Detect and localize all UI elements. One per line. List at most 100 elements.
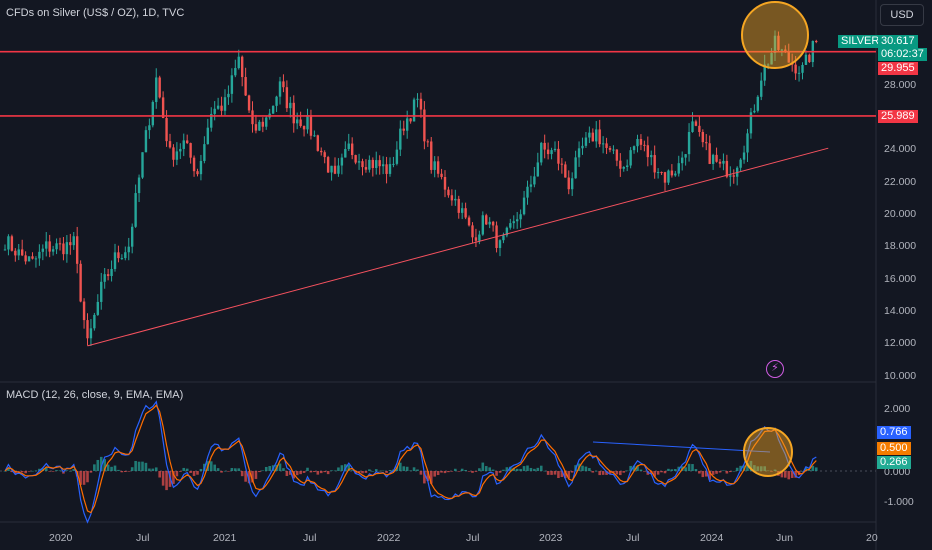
candle-body xyxy=(656,172,660,174)
macd-histogram-bar xyxy=(192,471,196,476)
macd-histogram-bar xyxy=(474,471,478,472)
macd-histogram-bar xyxy=(546,471,550,475)
macd-histogram-bar xyxy=(412,467,416,471)
macd-histogram-bar xyxy=(158,471,161,478)
candle-body xyxy=(306,115,309,130)
currency-button[interactable]: USD xyxy=(880,4,924,26)
macd-histogram-bar xyxy=(354,471,357,474)
macd-histogram-bar xyxy=(27,471,31,472)
macd-histogram-bar xyxy=(804,467,808,471)
macd-histogram-bar xyxy=(536,467,540,471)
candle-body xyxy=(605,143,608,148)
candle-body xyxy=(333,165,337,174)
candle-body xyxy=(368,159,371,170)
candle-body xyxy=(557,148,560,164)
candle-body xyxy=(481,215,485,235)
candle-body xyxy=(354,155,357,163)
macd-histogram-bar xyxy=(739,465,742,471)
macd-histogram-bar xyxy=(447,471,450,473)
candle-body xyxy=(718,161,722,164)
macd-histogram-bar xyxy=(749,460,753,471)
candle-body xyxy=(574,157,577,179)
candle-body xyxy=(794,64,797,74)
chart-title: CFDs on Silver (US$ / OZ), 1D, TVC xyxy=(6,7,185,19)
candle-body xyxy=(75,236,79,264)
macd-histogram-bar xyxy=(137,461,141,471)
macd-histogram-bar xyxy=(313,471,316,473)
macd-histogram-bar xyxy=(357,471,361,473)
candle-body xyxy=(433,161,436,170)
macd-histogram-bar xyxy=(457,471,461,472)
price-tick: 14.000 xyxy=(884,305,917,317)
macd-histogram-bar xyxy=(505,467,509,471)
candle-body xyxy=(440,173,443,177)
candle-body xyxy=(460,208,464,213)
candle-body xyxy=(124,252,127,259)
macd-histogram-bar xyxy=(605,471,608,475)
candle-body xyxy=(127,246,130,253)
candle-body xyxy=(567,177,570,190)
countdown-tag: 06:02:37 xyxy=(878,48,927,61)
macd-tick: -1.000 xyxy=(884,496,914,508)
macd-histogram-bar xyxy=(227,471,230,472)
candle-body xyxy=(515,219,519,222)
macd-histogram-bar xyxy=(38,468,41,471)
macd-histogram-bar xyxy=(684,467,687,471)
candle-body xyxy=(650,155,653,158)
candle-body xyxy=(729,175,732,177)
macd-histogram-bar xyxy=(594,470,598,472)
price-tick: 20.000 xyxy=(884,208,917,220)
candle-body xyxy=(38,251,41,259)
candle-body xyxy=(797,72,801,74)
candle-body xyxy=(591,132,595,142)
macd-histogram-bar xyxy=(17,471,21,472)
candle-body xyxy=(72,236,75,246)
candle-body xyxy=(711,154,715,164)
time-tick: Jul xyxy=(466,532,480,544)
macd-histogram-bar xyxy=(484,466,488,471)
candle-body xyxy=(182,140,185,149)
macd-histogram-bar xyxy=(213,464,216,471)
support-trendline xyxy=(87,147,829,347)
candle-body xyxy=(289,102,292,109)
candle-body xyxy=(58,243,62,245)
lightning-icon[interactable]: ⚡ xyxy=(766,360,784,378)
macd-histogram-bar xyxy=(330,470,333,471)
macd-histogram-bar xyxy=(515,468,519,471)
macd-histogram-bar xyxy=(347,464,351,471)
macd-histogram-bar xyxy=(811,465,815,471)
candle-body xyxy=(715,154,718,162)
candle-body xyxy=(151,102,155,126)
candle-body xyxy=(423,109,426,142)
candle-body xyxy=(385,164,388,174)
macd-histogram-bar xyxy=(44,467,48,471)
candle-body xyxy=(581,145,584,149)
highlight-circle-macd xyxy=(743,427,793,477)
price-tick: 10.000 xyxy=(884,370,917,382)
candle-body xyxy=(405,118,409,131)
macd-histogram-bar xyxy=(96,459,100,471)
macd-histogram-bar xyxy=(735,467,739,471)
candle-body xyxy=(375,160,378,168)
macd-histogram-bar xyxy=(691,464,694,471)
macd-histogram-bar xyxy=(130,467,134,471)
macd-histogram-bar xyxy=(588,468,591,471)
candle-body xyxy=(51,249,55,252)
candle-body xyxy=(467,217,471,226)
candle-body xyxy=(808,54,811,63)
macd-histogram-bar xyxy=(326,471,330,475)
candle-body xyxy=(509,223,512,228)
candle-body xyxy=(505,227,509,236)
candle-body xyxy=(629,150,632,166)
symbol-tag: SILVER xyxy=(838,35,883,48)
candle-body xyxy=(96,301,100,315)
price-tick: 18.000 xyxy=(884,240,917,252)
macd-histogram-bar xyxy=(443,471,447,474)
candle-body xyxy=(550,150,553,155)
candle-body xyxy=(227,93,230,98)
macd-histogram-bar xyxy=(110,466,113,471)
macd-histogram-bar xyxy=(656,471,660,475)
time-tick: 2023 xyxy=(539,532,563,544)
candle-body xyxy=(498,240,502,248)
